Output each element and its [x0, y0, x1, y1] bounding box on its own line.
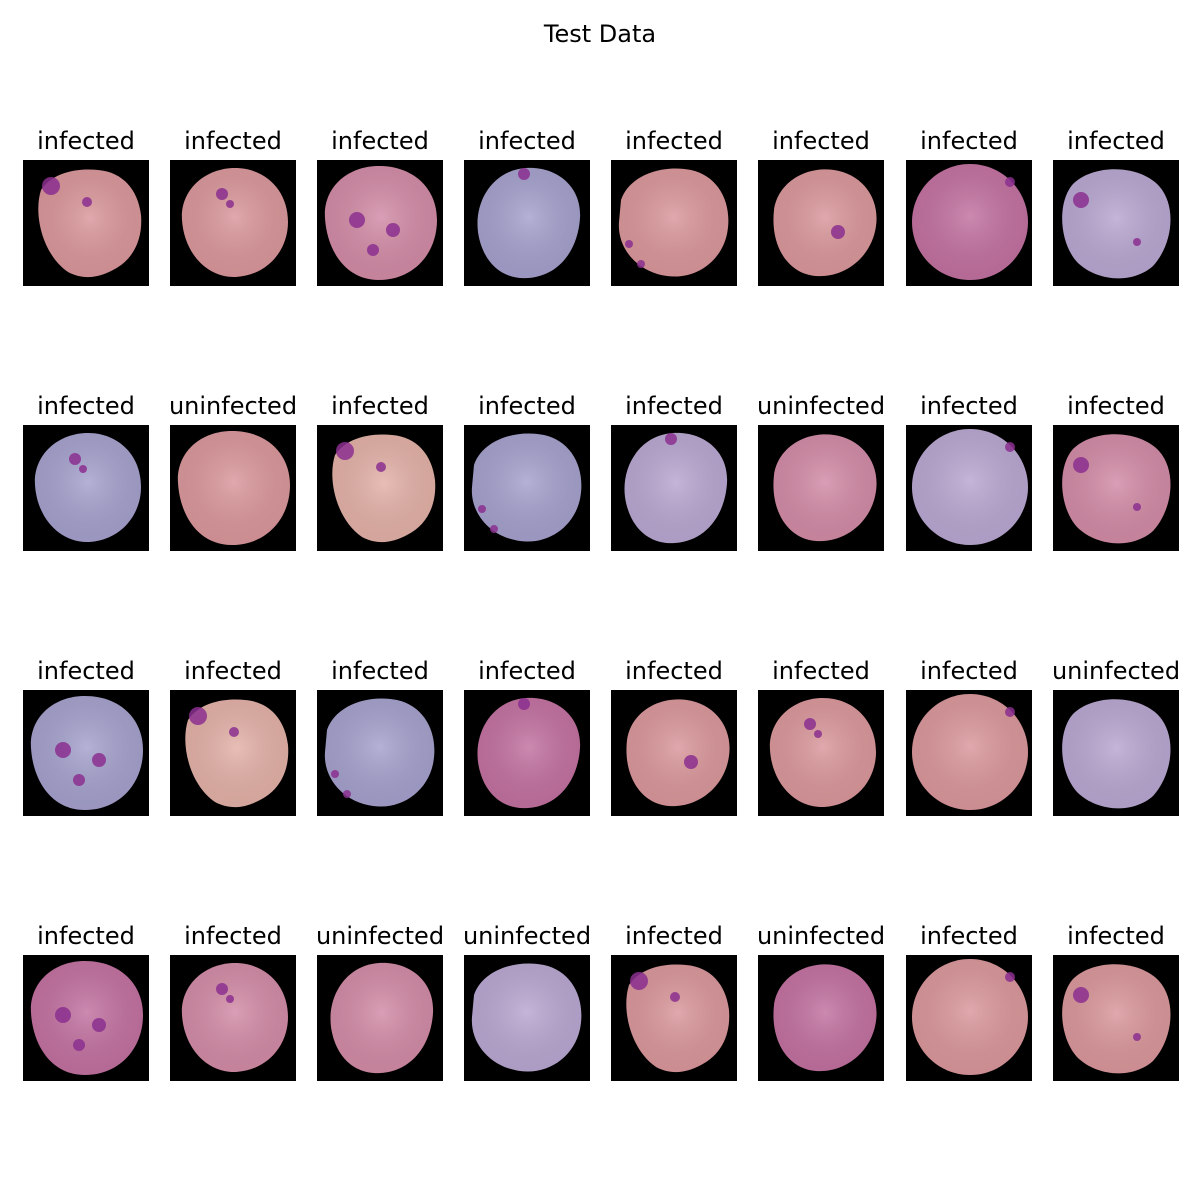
cell-image — [317, 160, 443, 286]
image-panel: infected — [906, 922, 1032, 1082]
panel-label: uninfected — [1051, 657, 1181, 685]
panel-label: infected — [625, 657, 723, 685]
cell-image — [23, 690, 149, 816]
panel-label: infected — [625, 922, 723, 950]
cell-image — [170, 160, 296, 286]
panel-label: infected — [1067, 922, 1165, 950]
cell-image — [1053, 690, 1179, 816]
image-panel: uninfected — [463, 922, 591, 1082]
panel-label: uninfected — [315, 922, 445, 950]
cell-image — [317, 955, 443, 1081]
cell-image — [464, 690, 590, 816]
image-panel: infected — [317, 392, 443, 552]
image-panel: infected — [170, 922, 296, 1082]
cell-image — [758, 160, 884, 286]
image-panel: infected — [1053, 922, 1179, 1082]
image-panel: infected — [23, 922, 149, 1082]
cell-image — [1053, 160, 1179, 286]
image-panel: infected — [906, 392, 1032, 552]
image-panel: infected — [23, 392, 149, 552]
cell-image — [611, 955, 737, 1081]
panel-label: infected — [625, 392, 723, 420]
cell-image — [758, 425, 884, 551]
cell-image — [317, 425, 443, 551]
image-panel: infected — [23, 657, 149, 817]
panel-label: infected — [37, 127, 135, 155]
cell-image — [464, 425, 590, 551]
cell-image — [906, 160, 1032, 286]
panel-label: infected — [1067, 392, 1165, 420]
panel-label: infected — [478, 127, 576, 155]
panel-label: infected — [37, 922, 135, 950]
panel-label: uninfected — [168, 392, 298, 420]
cell-image — [1053, 955, 1179, 1081]
image-panel: uninfected — [169, 392, 297, 552]
cell-image — [758, 955, 884, 1081]
panel-label: infected — [772, 657, 870, 685]
panel-label: infected — [772, 127, 870, 155]
cell-image — [906, 425, 1032, 551]
figure-title: Test Data — [543, 20, 657, 48]
panel-label: uninfected — [756, 922, 886, 950]
panel-label: infected — [331, 127, 429, 155]
image-panel: infected — [170, 127, 296, 287]
panel-label: infected — [920, 127, 1018, 155]
image-panel: infected — [23, 127, 149, 287]
image-panel: infected — [611, 922, 737, 1082]
image-panel: infected — [758, 657, 884, 817]
cell-image — [464, 955, 590, 1081]
panel-label: infected — [920, 657, 1018, 685]
image-panel: uninfected — [316, 922, 444, 1082]
image-panel: infected — [170, 657, 296, 817]
panel-label: uninfected — [462, 922, 592, 950]
cell-image — [611, 160, 737, 286]
panel-label: infected — [920, 392, 1018, 420]
cell-image — [23, 160, 149, 286]
cell-image — [170, 955, 296, 1081]
cell-image — [317, 690, 443, 816]
image-panel: infected — [906, 127, 1032, 287]
panel-label: infected — [37, 657, 135, 685]
cell-image — [464, 160, 590, 286]
image-panel: infected — [611, 657, 737, 817]
cell-image — [170, 425, 296, 551]
cell-image — [170, 690, 296, 816]
panel-label: infected — [184, 922, 282, 950]
image-panel: infected — [464, 392, 590, 552]
image-panel: infected — [611, 392, 737, 552]
image-panel: infected — [1053, 392, 1179, 552]
panel-label: infected — [1067, 127, 1165, 155]
cell-image — [906, 955, 1032, 1081]
cell-image — [906, 690, 1032, 816]
cell-image — [23, 955, 149, 1081]
image-panel: infected — [464, 127, 590, 287]
panel-label: infected — [331, 392, 429, 420]
panel-label: uninfected — [756, 392, 886, 420]
image-panel: infected — [464, 657, 590, 817]
panel-label: infected — [331, 657, 429, 685]
image-panel: infected — [1053, 127, 1179, 287]
panel-label: infected — [625, 127, 723, 155]
cell-image — [611, 425, 737, 551]
panel-label: infected — [478, 392, 576, 420]
cell-image — [23, 425, 149, 551]
image-panel: infected — [317, 657, 443, 817]
panel-label: infected — [478, 657, 576, 685]
image-panel: uninfected — [1052, 657, 1180, 817]
image-panel: uninfected — [757, 392, 885, 552]
panel-label: infected — [184, 657, 282, 685]
image-panel: infected — [611, 127, 737, 287]
image-panel: infected — [906, 657, 1032, 817]
image-panel: uninfected — [757, 922, 885, 1082]
panel-label: infected — [920, 922, 1018, 950]
cell-image — [611, 690, 737, 816]
image-panel: infected — [758, 127, 884, 287]
cell-image — [1053, 425, 1179, 551]
image-panel: infected — [317, 127, 443, 287]
cell-image — [758, 690, 884, 816]
panel-label: infected — [37, 392, 135, 420]
panel-label: infected — [184, 127, 282, 155]
